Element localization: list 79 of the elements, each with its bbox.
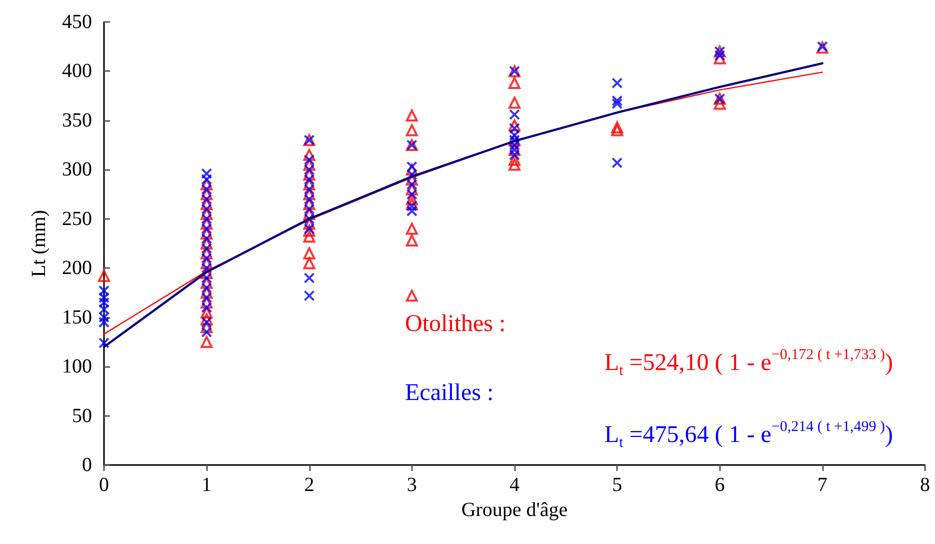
point xyxy=(612,95,623,106)
point xyxy=(509,109,520,120)
point xyxy=(200,208,213,220)
x-tick-label: 4 xyxy=(510,474,520,496)
point xyxy=(714,98,726,110)
y-tick-label: 350 xyxy=(62,109,92,132)
point xyxy=(200,267,213,280)
y-tick-label: 100 xyxy=(62,356,92,378)
x-tick-label: 1 xyxy=(202,474,212,496)
y-tick-label: 450 xyxy=(62,11,92,33)
point xyxy=(200,276,213,289)
point xyxy=(611,124,624,136)
point xyxy=(303,178,316,190)
point xyxy=(200,228,213,240)
x-axis-title: Groupe d'âge xyxy=(461,498,568,521)
point xyxy=(612,157,623,168)
point xyxy=(508,158,520,171)
point xyxy=(303,188,316,200)
point xyxy=(304,290,315,302)
point xyxy=(406,222,418,235)
point xyxy=(200,188,213,200)
annotation: Otolithes : xyxy=(405,310,506,339)
y-tick-label: 300 xyxy=(62,158,92,181)
point xyxy=(200,257,213,270)
point xyxy=(200,247,213,260)
point xyxy=(406,193,418,206)
point xyxy=(303,168,316,181)
point xyxy=(406,174,418,186)
point xyxy=(303,230,316,243)
y-tick-label: 150 xyxy=(62,306,92,328)
y-tick-label: 200 xyxy=(62,257,92,280)
point xyxy=(508,77,520,90)
point xyxy=(200,178,213,190)
point xyxy=(406,234,418,247)
annotation: Ecailles : xyxy=(405,379,494,408)
point xyxy=(406,206,418,217)
point xyxy=(303,218,316,230)
point xyxy=(406,110,418,122)
point xyxy=(200,198,213,210)
point xyxy=(303,257,316,270)
point xyxy=(406,164,418,176)
point xyxy=(508,154,520,166)
point xyxy=(406,290,418,302)
point xyxy=(200,286,213,299)
point xyxy=(98,270,110,282)
point xyxy=(200,238,213,250)
annotation: L$_{t}$ =475,64 ( 1 - e$^{−0,214 ( t +1,499 )}$) xyxy=(604,418,893,453)
point xyxy=(612,78,623,89)
point xyxy=(200,306,213,318)
point xyxy=(406,183,418,196)
y-axis-title: Lt (mm) xyxy=(28,210,50,278)
point xyxy=(611,121,624,134)
point xyxy=(303,198,316,210)
point xyxy=(612,98,623,110)
point xyxy=(303,148,316,161)
point xyxy=(508,119,520,132)
point xyxy=(200,336,213,348)
annotation: L$_{t}$ =524,10 ( 1 - e$^{−0,172 ( t +1,733 )}$) xyxy=(604,346,893,381)
x-tick-label: 2 xyxy=(304,474,314,496)
y-tick-label: 50 xyxy=(72,404,92,427)
point xyxy=(98,337,110,348)
x-tick-label: 8 xyxy=(920,474,930,496)
x-tick-label: 6 xyxy=(714,474,725,496)
y-tick-label: 250 xyxy=(62,208,92,230)
point xyxy=(303,208,316,220)
point xyxy=(406,124,418,136)
y-tick-label: 400 xyxy=(62,60,92,82)
x-tick-label: 0 xyxy=(99,474,109,496)
x-tick-label: 7 xyxy=(817,474,828,496)
point xyxy=(303,247,316,260)
point xyxy=(304,272,315,284)
point xyxy=(200,296,213,309)
y-tick-label: 0 xyxy=(82,454,92,476)
point xyxy=(200,218,213,230)
point xyxy=(200,313,213,326)
point xyxy=(303,158,316,171)
x-tick-label: 5 xyxy=(612,474,622,496)
point xyxy=(508,96,520,109)
x-tick-label: 3 xyxy=(406,474,417,496)
